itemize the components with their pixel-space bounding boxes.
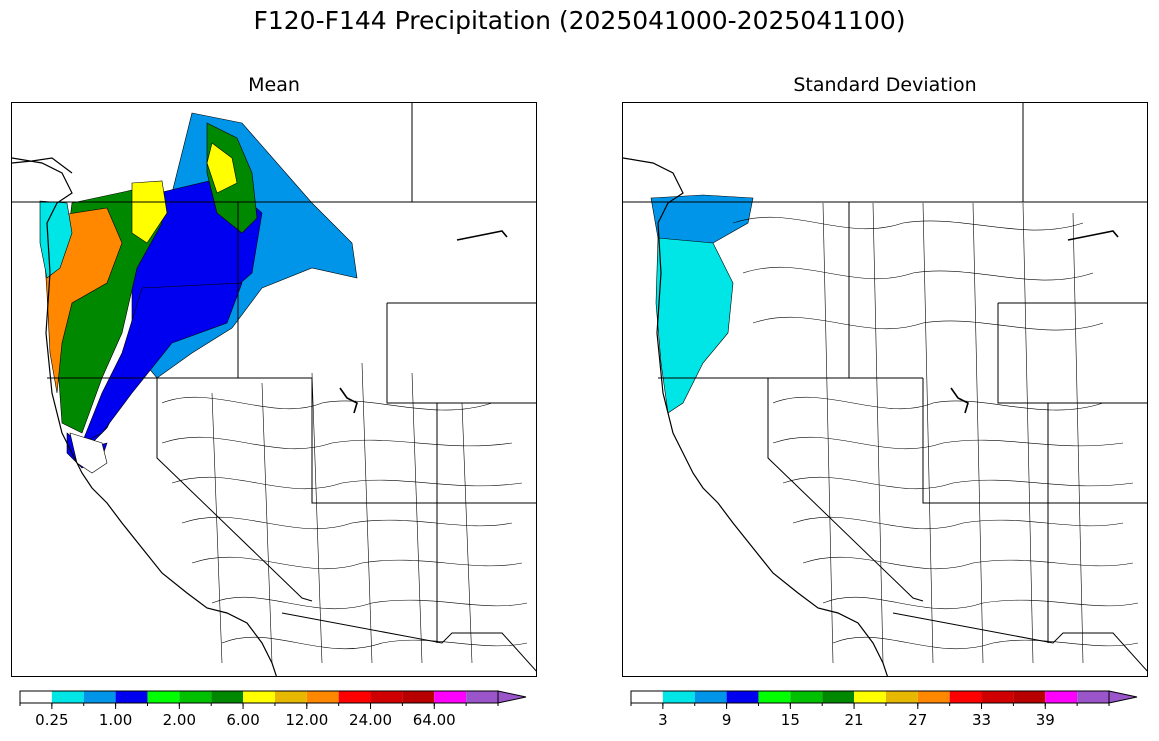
map-stddev <box>622 102 1148 677</box>
stddev-fill-layer <box>650 194 754 414</box>
colorbar-mean-swatch <box>51 691 84 703</box>
colorbar-stddev-swatch <box>631 691 663 703</box>
colorbar-stddev-swatch <box>662 691 695 703</box>
colorbar-mean-swatch <box>466 691 498 703</box>
colorbar-stddev-tick-label: 33 <box>972 711 991 729</box>
colorbar-mean-tick-label: 12.00 <box>285 711 328 729</box>
colorbar-mean-swatch <box>402 691 435 703</box>
colorbar-mean-swatch <box>434 691 467 703</box>
colorbar-mean-outline <box>19 690 499 704</box>
colorbar-mean-swatch <box>83 691 116 703</box>
colorbar-stddev-tick-label: 3 <box>658 711 668 729</box>
colorbar-stddev-swatch <box>726 691 759 703</box>
colorbar-stddev-swatch <box>694 691 727 703</box>
colorbar-mean-tick-label: 6.00 <box>226 711 259 729</box>
colorbar-stddev-swatch <box>949 691 982 703</box>
colorbar-mean-tick-label: 0.25 <box>35 711 68 729</box>
colorbar-stddev-swatch <box>790 691 823 703</box>
colorbar-mean-swatch <box>20 691 52 703</box>
colorbar-mean-swatch <box>306 691 339 703</box>
colorbar-stddev-swatch <box>981 691 1014 703</box>
colorbar-stddev-tick-label: 15 <box>781 711 800 729</box>
panel-title-mean: Mean <box>248 74 300 96</box>
region-coast <box>655 237 734 414</box>
region-bright-green-2 <box>206 142 238 194</box>
panel-title-stddev: Standard Deviation <box>793 74 977 96</box>
colorbar-stddev-outline <box>630 690 1110 704</box>
state-borders <box>623 103 1147 672</box>
colorbar-stddev-swatch <box>1013 691 1046 703</box>
colorbar-stddev: 3 9 15 21 27 33 39 <box>630 690 1141 740</box>
map-mean <box>11 102 537 677</box>
colorbar-stddev-swatch <box>854 691 886 703</box>
colorbar-mean-extend-arrow <box>497 690 527 704</box>
region-cascades-blue <box>81 282 243 444</box>
colorbar-stddev-swatch <box>822 691 855 703</box>
colorbar-mean: 0.25 1.00 2.00 6.00 12.00 24.00 64.00 <box>19 690 530 740</box>
colorbar-stddev-extend-arrow <box>1108 690 1138 704</box>
coastline <box>623 157 888 676</box>
colorbar-stddev-tick-label: 21 <box>845 711 864 729</box>
colorbar-mean-swatch <box>338 691 371 703</box>
colorbar-mean-swatch <box>274 691 307 703</box>
lakes <box>339 230 508 414</box>
colorbar-mean-tick-label: 24.00 <box>349 711 392 729</box>
colorbar-mean-tick-label: 1.00 <box>99 711 132 729</box>
colorbar-stddev-swatch <box>1045 691 1078 703</box>
basin-outlines <box>732 202 1139 664</box>
state-borders <box>12 103 536 672</box>
colorbar-stddev-swatch <box>917 691 950 703</box>
colorbar-mean-tick-label: 64.00 <box>413 711 456 729</box>
colorbar-mean-swatch <box>147 691 180 703</box>
lakes <box>950 230 1119 414</box>
colorbar-stddev-swatch <box>1077 691 1109 703</box>
basin-outlines <box>161 362 528 664</box>
colorbar-mean-swatch <box>115 691 148 703</box>
region-ca-coast <box>69 432 108 474</box>
colorbar-stddev-tick-label: 9 <box>722 711 732 729</box>
region-bright-green <box>131 180 168 244</box>
coastline <box>12 157 277 676</box>
colorbar-stddev-tick-label: 27 <box>908 711 927 729</box>
colorbar-mean-swatch <box>243 691 275 703</box>
figure-title: F120-F144 Precipitation (2025041000-2025… <box>253 6 906 35</box>
colorbar-mean-tick-label: 2.00 <box>163 711 196 729</box>
colorbar-mean-swatch <box>211 691 244 703</box>
colorbar-stddev-swatch <box>758 691 791 703</box>
colorbar-mean-swatch <box>179 691 212 703</box>
colorbar-stddev-swatch <box>885 691 918 703</box>
colorbar-mean-swatch <box>370 691 403 703</box>
colorbar-stddev-tick-label: 39 <box>1036 711 1055 729</box>
precip-fill-layer <box>39 112 358 474</box>
